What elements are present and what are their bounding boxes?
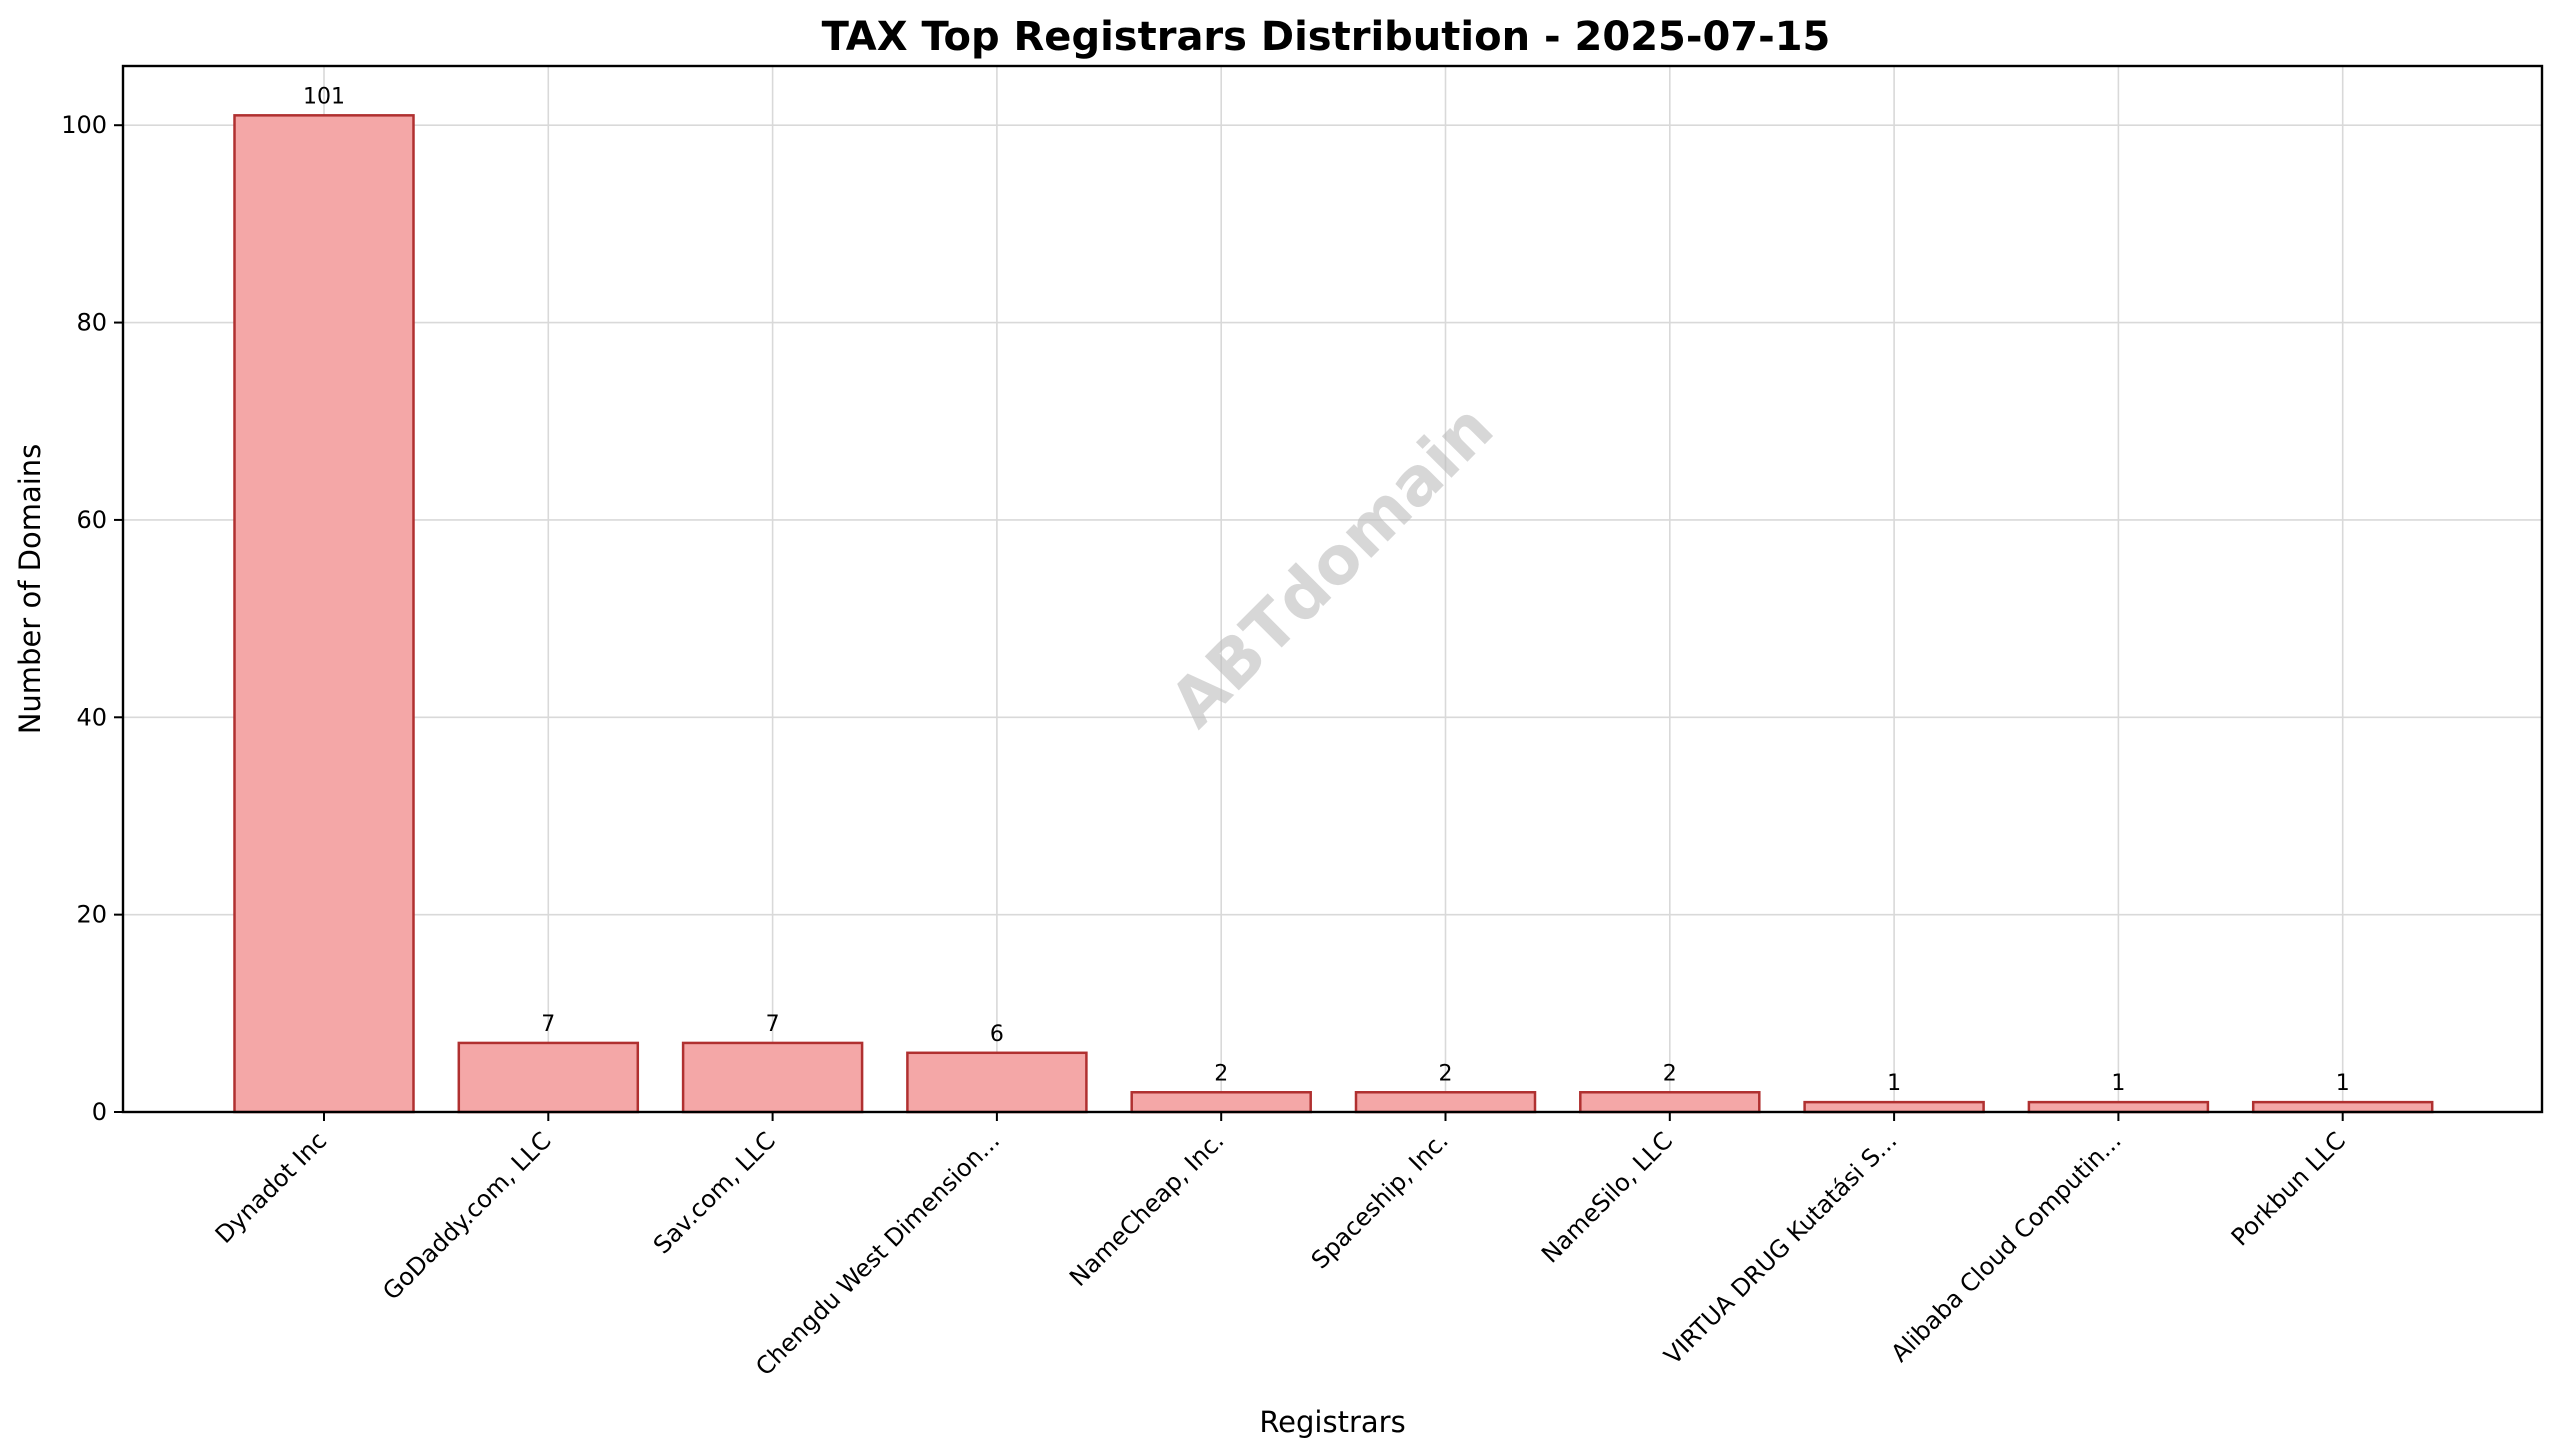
bar (906, 1051, 1088, 1114)
y-axis-label: Number of Domains (13, 444, 47, 735)
y-tick-label: 0 (92, 1098, 107, 1126)
bar (1803, 1100, 1985, 1114)
grid-lines (123, 66, 2542, 1113)
bar (2251, 1100, 2434, 1114)
bar-value-label: 2 (1663, 1061, 1677, 1086)
bar-value-label: 101 (303, 84, 345, 109)
chart-title: TAX Top Registrars Distribution - 2025-0… (822, 14, 1831, 60)
bar-value-label: 2 (1214, 1061, 1228, 1086)
plot-frame (121, 64, 2544, 1114)
y-tick-label: 40 (76, 703, 107, 731)
x-axis-label: Registrars (1259, 1405, 1405, 1439)
bar-value-label: 7 (541, 1012, 555, 1037)
bar (457, 1041, 640, 1114)
y-tick-label: 20 (76, 901, 107, 929)
bars (233, 114, 2434, 1114)
bar-value-label: 1 (1887, 1071, 1901, 1096)
bar (2027, 1100, 2210, 1114)
y-axis: 0 20 40 60 80 100 (61, 111, 123, 1126)
bar (233, 114, 415, 1114)
bar-value-label: 2 (1439, 1061, 1453, 1086)
bar-value-label: 1 (2336, 1071, 2350, 1096)
data-labels: 101 7 7 6 2 2 2 1 1 1 (303, 84, 2350, 1096)
bar (681, 1041, 864, 1114)
bar-value-label: 1 (2111, 1071, 2125, 1096)
bar-value-label: 6 (990, 1022, 1004, 1047)
y-tick-label: 60 (76, 506, 107, 534)
y-tick-label: 80 (76, 309, 107, 337)
bar (1579, 1091, 1761, 1114)
bar (1354, 1091, 1537, 1114)
y-tick-label: 100 (61, 111, 107, 139)
bar-value-label: 7 (766, 1012, 780, 1037)
bar (1130, 1091, 1312, 1114)
